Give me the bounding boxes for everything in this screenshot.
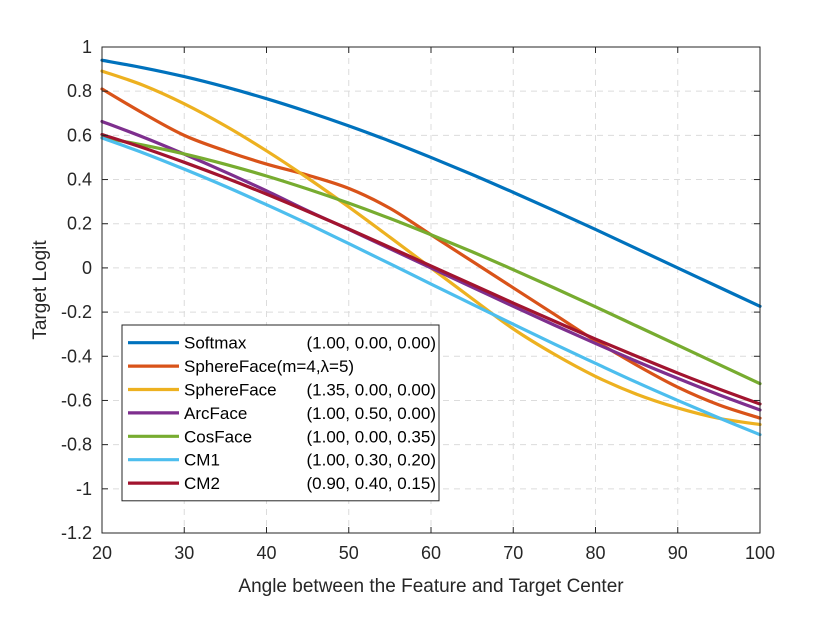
x-tick-label: 100	[745, 543, 775, 563]
y-tick-label: 0.8	[67, 81, 92, 101]
x-tick-label: 30	[174, 543, 194, 563]
series-line	[100, 58, 762, 308]
legend-entry-name: ArcFace	[184, 404, 247, 423]
legend: Softmax (1.00, 0.00, 0.00) SphereFace(m=4,…	[121, 324, 440, 502]
legend-entry-params: (1.35, 0.00, 0.00)	[307, 381, 436, 400]
y-tick-label: -0.2	[61, 302, 92, 322]
x-tick-label: 40	[256, 543, 276, 563]
series-line	[100, 119, 762, 412]
legend-entry-params: (1.00, 0.50, 0.00)	[307, 404, 436, 423]
axis-ticks: 20 30 40 50 60 70 80 90 100 1 0.8 0.6 0.4 0.2 0 -0.2 -0.…	[61, 37, 775, 563]
x-axis-label: Angle between the Feature and Target Cen…	[238, 576, 624, 597]
legend-entry-params: (1.00, 0.30, 0.20)	[307, 451, 436, 470]
x-tick-label: 20	[92, 543, 112, 563]
legend-entry-name: CM2	[184, 474, 220, 493]
y-tick-label: 0.4	[67, 170, 92, 190]
x-tick-label: 50	[339, 543, 359, 563]
y-tick-label: -0.6	[61, 390, 92, 410]
y-tick-label: 1	[82, 37, 92, 57]
y-tick-label: -1	[76, 479, 92, 499]
legend-entry-params: (1.00, 0.00, 0.35)	[307, 427, 436, 446]
legend-entry-name: Softmax	[184, 334, 247, 353]
series-line	[100, 135, 762, 386]
legend-entry-name: SphereFace(m=4,λ=5)	[184, 357, 354, 376]
y-tick-label: -0.4	[61, 346, 92, 366]
legend-entry-name: SphereFace	[184, 381, 277, 400]
legend-entry-name: CM1	[184, 451, 220, 470]
y-tick-label: 0.2	[67, 214, 92, 234]
y-tick-label: -1.2	[61, 523, 92, 543]
y-tick-label: -0.8	[61, 435, 92, 455]
legend-entry-params: (0.90, 0.40, 0.15)	[307, 474, 436, 493]
x-tick-label: 60	[421, 543, 441, 563]
y-axis-label: Target Logit	[30, 240, 51, 340]
x-tick-label: 90	[668, 543, 688, 563]
x-tick-label: 80	[585, 543, 605, 563]
series-line	[100, 132, 762, 406]
legend-entry-name: CosFace	[184, 427, 252, 446]
x-tick-label: 70	[503, 543, 523, 563]
series-lines	[100, 58, 762, 437]
grid	[102, 47, 760, 533]
y-tick-label: 0	[82, 258, 92, 278]
series-line	[100, 136, 762, 437]
legend-entry-params: (1.00, 0.00, 0.00)	[307, 334, 436, 353]
y-tick-label: 0.6	[67, 125, 92, 145]
